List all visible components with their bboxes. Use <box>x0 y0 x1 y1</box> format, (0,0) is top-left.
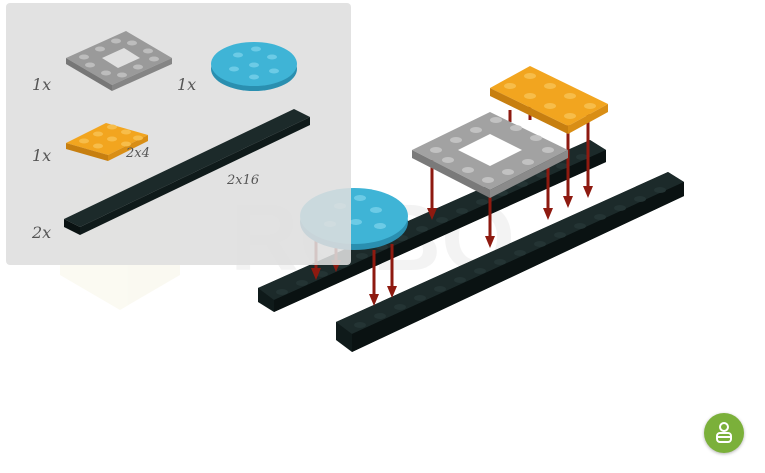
orange-plate <box>490 66 608 134</box>
part-qty-blue-round: 1x <box>177 75 197 94</box>
help-button[interactable] <box>704 413 744 453</box>
part-size-orange: 2x4 <box>126 146 150 161</box>
black-plate-studs <box>276 154 666 328</box>
gray-frame-plate <box>412 112 568 198</box>
orange-plate-icon <box>66 123 148 161</box>
part-qty-gray-frame: 1x <box>32 75 52 94</box>
parts-list-panel: 1x 1x 1x 2x4 2x 2x16 <box>6 3 351 265</box>
part-size-black: 2x16 <box>227 173 260 188</box>
blue-round-plate-icon <box>211 42 297 91</box>
part-qty-orange: 1x <box>32 146 52 165</box>
person-help-icon <box>716 422 732 443</box>
part-qty-black: 2x <box>32 223 52 242</box>
gray-square-frame-plate-icon <box>66 31 172 91</box>
black-long-plate-icon <box>64 109 310 235</box>
